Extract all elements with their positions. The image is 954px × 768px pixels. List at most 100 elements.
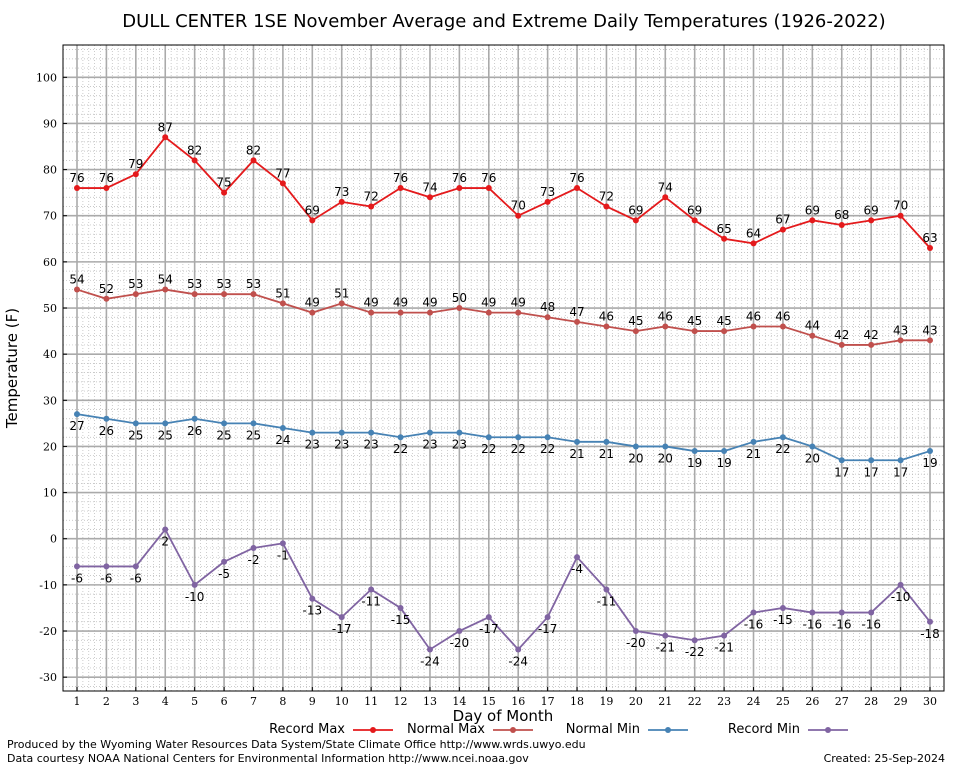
x-axis-ticks: 1 2 3 4 5 6 7 8 9 10 11 12 13 14 15 16 17 18 19 20 21 22 23 24 2… xyxy=(74,687,937,708)
data-label-normal-min: 17 xyxy=(834,465,849,479)
data-point-normal-max xyxy=(838,341,845,348)
data-point-normal-min xyxy=(250,420,257,427)
data-point-normal-max xyxy=(456,305,463,312)
x-tick-label: 11 xyxy=(364,695,378,708)
data-label-record-max: 69 xyxy=(805,203,820,217)
series-normal-min: 27 26 25 25 26 25 25 24 23 23 23 22 23 23 22 22 22 21 21 20… xyxy=(69,411,938,479)
data-label-record-min: -20 xyxy=(626,636,646,650)
data-label-record-min: -10 xyxy=(891,590,911,604)
data-label-record-min: -6 xyxy=(71,571,83,585)
x-tick-label: 8 xyxy=(279,695,286,708)
data-point-record-min xyxy=(721,632,728,639)
data-label-normal-min: 20 xyxy=(628,451,643,465)
data-label-normal-min: 25 xyxy=(246,428,261,442)
data-point-normal-max xyxy=(132,291,139,298)
data-label-normal-min: 23 xyxy=(452,438,467,452)
data-label-record-max: 75 xyxy=(216,176,231,190)
data-point-record-min xyxy=(309,595,316,602)
legend-marker-normal-max xyxy=(510,727,516,733)
x-tick-label: 16 xyxy=(511,695,525,708)
data-point-normal-max xyxy=(779,323,786,330)
data-point-normal-min xyxy=(397,434,404,441)
data-point-record-max xyxy=(397,185,404,192)
data-label-normal-max: 53 xyxy=(128,277,143,291)
data-point-record-max xyxy=(750,240,757,247)
data-point-record-max xyxy=(485,185,492,192)
data-label-normal-max: 53 xyxy=(216,277,231,291)
series-normal-max: 54 52 53 54 53 53 53 51 49 51 49 49 49 50 49 49 48 47 46 45… xyxy=(69,273,938,348)
data-point-record-max xyxy=(515,212,522,219)
legend-label-record-max: Record Max xyxy=(269,722,345,737)
legend-item-normal-max: Normal Max xyxy=(407,722,533,737)
data-label-normal-min: 19 xyxy=(716,456,731,470)
data-point-record-min xyxy=(809,609,816,616)
data-point-record-max xyxy=(632,217,639,224)
data-point-record-max xyxy=(309,217,316,224)
data-point-normal-min xyxy=(191,415,198,422)
data-point-record-min xyxy=(544,614,551,621)
data-label-normal-max: 49 xyxy=(393,296,408,310)
x-tick-label: 13 xyxy=(423,695,437,708)
y-tick-label: 80 xyxy=(43,164,57,177)
series-line-normal-max xyxy=(76,288,930,346)
data-label-record-max: 73 xyxy=(334,185,349,199)
y-tick-label: 0 xyxy=(50,533,57,546)
data-label-record-min: -11 xyxy=(361,594,381,608)
data-label-record-max: 76 xyxy=(99,171,114,185)
data-label-record-min: -6 xyxy=(130,571,142,585)
legend-label-record-min: Record Min xyxy=(728,722,800,737)
data-point-normal-min xyxy=(338,429,345,436)
data-point-normal-min xyxy=(426,429,433,436)
data-label-normal-min: 22 xyxy=(540,442,555,456)
data-point-normal-max xyxy=(574,318,581,325)
legend-label-normal-max: Normal Max xyxy=(407,722,485,737)
data-point-normal-min xyxy=(456,429,463,436)
data-label-normal-max: 46 xyxy=(658,309,673,323)
data-point-record-min xyxy=(632,628,639,635)
data-label-record-max: 87 xyxy=(158,120,173,134)
data-point-normal-min xyxy=(279,424,286,431)
data-point-record-max xyxy=(779,226,786,233)
data-point-record-max xyxy=(574,185,581,192)
x-tick-label: 18 xyxy=(570,695,584,708)
data-label-normal-max: 49 xyxy=(422,296,437,310)
data-point-record-min xyxy=(574,554,581,561)
data-point-record-max xyxy=(691,217,698,224)
data-label-record-min: -24 xyxy=(508,654,528,668)
legend-item-record-min: Record Min xyxy=(728,722,848,737)
data-label-normal-max: 42 xyxy=(834,328,849,342)
data-label-normal-min: 27 xyxy=(69,419,84,433)
data-label-normal-min: 21 xyxy=(746,447,761,461)
x-tick-label: 1 xyxy=(74,695,81,708)
x-tick-label: 12 xyxy=(394,695,408,708)
y-tick-label: 10 xyxy=(43,487,57,500)
x-tick-label: 20 xyxy=(629,695,643,708)
data-label-record-min: -10 xyxy=(185,590,205,604)
data-label-normal-max: 52 xyxy=(99,282,114,296)
data-label-record-max: 70 xyxy=(511,199,526,213)
plot-area xyxy=(63,45,944,691)
data-label-normal-min: 17 xyxy=(864,465,879,479)
x-tick-label: 6 xyxy=(221,695,228,708)
data-label-normal-max: 43 xyxy=(893,323,908,337)
data-label-normal-max: 44 xyxy=(805,319,820,333)
data-label-record-max: 74 xyxy=(422,180,437,194)
plot-frame xyxy=(62,44,945,692)
data-label-normal-max: 51 xyxy=(275,286,290,300)
data-point-normal-min xyxy=(838,457,845,464)
data-label-normal-min: 20 xyxy=(805,451,820,465)
series-record-min: -6 -6 -6 2 -10 -5 -2 -1 -13 -17 -11 -15 -24 -20 -17 -24… xyxy=(71,526,940,668)
data-label-record-max: 76 xyxy=(393,171,408,185)
y-tick-label: 30 xyxy=(43,394,57,407)
data-label-record-min: -17 xyxy=(332,622,352,636)
data-point-normal-max xyxy=(338,300,345,307)
legend-label-normal-min: Normal Min xyxy=(566,722,640,737)
legend-marker-record-max xyxy=(370,727,376,733)
series-line-record-min xyxy=(77,527,931,651)
data-point-normal-max xyxy=(74,286,80,293)
data-label-record-max: 65 xyxy=(716,222,731,236)
data-point-record-min xyxy=(868,609,875,616)
data-label-normal-min: 21 xyxy=(599,447,614,461)
data-label-record-max: 76 xyxy=(452,171,467,185)
data-point-normal-min xyxy=(515,434,522,441)
